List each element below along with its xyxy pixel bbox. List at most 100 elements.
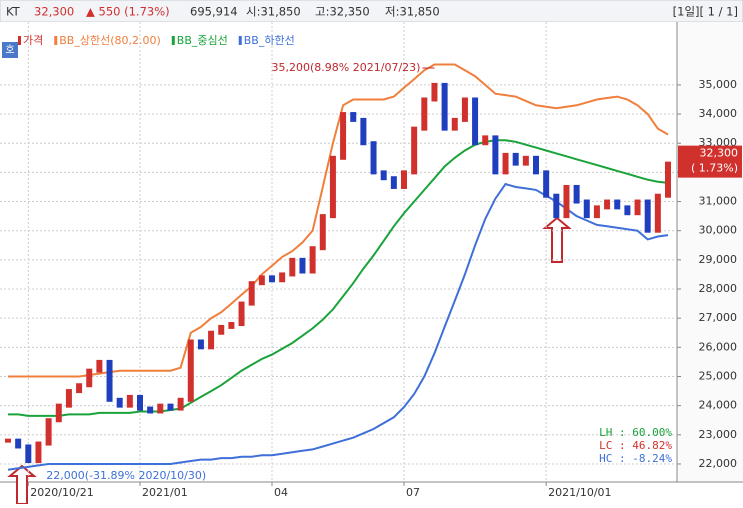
candle [401,170,407,189]
candle [583,199,590,219]
nav[interactable]: [1일][ 1 / 1] [673,5,738,19]
candle [461,97,468,122]
candle [451,117,458,131]
candle [421,97,428,131]
candle [309,246,316,274]
candle [35,441,42,464]
candle [553,193,560,219]
candle [147,406,154,414]
candle [431,82,438,102]
candle [593,205,600,219]
legend-swatch [238,36,242,45]
candle [177,397,184,411]
x-tick-label: 2021/10/01 [548,486,611,499]
candle [248,281,255,306]
low: 저:31,850 [385,5,440,19]
plot-frame [0,22,743,504]
candle [299,257,306,274]
y-tick-label: 25,000 [699,369,738,382]
legend-entry: BB_중심선 [177,34,228,47]
candle [157,403,164,414]
candle [45,418,52,446]
x-tick-label: 04 [274,486,288,499]
y-tick-label: 27,000 [699,311,738,324]
stat: LH : 60.00% [599,426,672,439]
stock-name: KT [6,5,21,19]
y-tick-label: 31,000 [699,195,738,208]
candle [126,394,133,408]
candle [137,394,143,411]
candle [218,324,225,335]
annotation: 35,200(8.98% 2021/07/23) [272,61,421,74]
candle [65,389,72,408]
candle [654,193,661,233]
volume: 695,914 [190,5,238,19]
candle [340,112,347,160]
candle [167,403,174,411]
y-tick-label: 28,000 [699,282,738,295]
legend-swatch [18,36,21,45]
candle [350,112,357,122]
candle [522,155,529,166]
candle [96,359,103,373]
last-price-box [678,145,742,178]
candle [106,359,113,402]
y-tick-label: 23,000 [699,428,738,441]
candle [360,117,367,146]
candle [86,368,93,388]
x-tick-label: 2020/10/21 [30,486,93,499]
candle [390,176,397,189]
stat: HC : -8.24% [599,452,672,465]
y-tick-label: 24,000 [699,399,738,412]
y-tick-label: 26,000 [699,340,738,353]
candle [492,135,499,175]
candle [604,199,611,210]
price: 32,300 [34,5,74,19]
legend-entry: BB_하한선 [244,33,295,47]
y-tick-label: 34,000 [699,107,738,120]
y-tick-label: 22,000 [699,457,738,470]
candle [472,97,479,146]
arrow-up [542,216,572,263]
candle [482,135,489,146]
candle [197,339,204,350]
band-line [8,139,669,417]
y-tick-label: 30,000 [699,224,738,237]
x-tick-label: 07 [406,486,420,499]
side-button[interactable] [2,42,18,58]
candle [573,184,580,204]
candle [411,126,418,175]
candle [238,301,245,327]
change: ▲ 550 (1.73%) [86,5,170,19]
candle [502,152,509,175]
candle [329,155,336,219]
last-price-label: ( 1.73%) [691,162,738,175]
candle [279,272,286,283]
candle [15,438,22,449]
candle [512,152,519,166]
annotation: 22,000(-31.89% 2020/10/30) [46,469,206,482]
legend-entry: 가격 [23,34,43,47]
candle [228,322,235,329]
candle [55,403,62,423]
last-price-label: 32,300 [700,147,739,160]
candle [289,257,296,277]
candle [208,330,215,350]
candle [634,199,641,216]
candle [624,205,631,216]
candle [187,339,194,402]
candle [25,444,32,464]
candle [269,275,275,283]
open: 시:31,850 [246,5,301,19]
high: 고:32,350 [315,5,370,19]
candle [533,155,539,175]
candle [5,438,11,443]
side-button-label: 호 [5,44,14,56]
y-tick-label: 35,000 [699,78,738,91]
candle [665,161,671,198]
candle [644,199,651,233]
x-tick-label: 2021/01 [142,486,188,499]
candle [543,170,550,198]
candle [380,170,387,181]
